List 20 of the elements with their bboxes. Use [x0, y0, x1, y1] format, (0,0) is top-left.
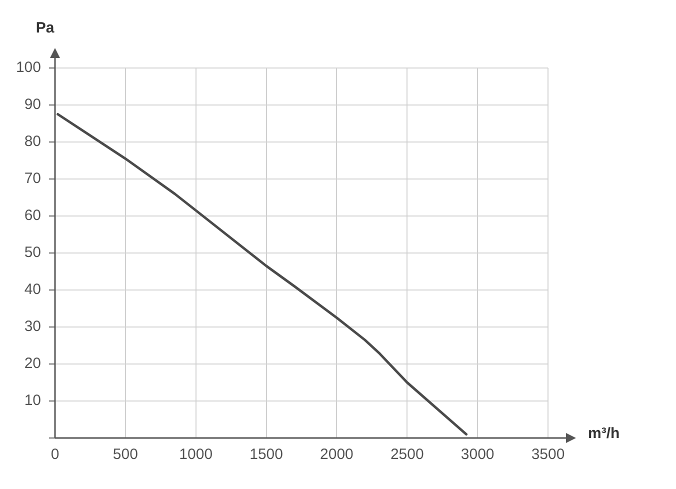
- y-tick-label: 10: [24, 392, 41, 410]
- y-tick-label: 100: [16, 59, 41, 76]
- y-tick-label: 80: [24, 133, 41, 150]
- x-tick-label: 3000: [460, 446, 494, 464]
- y-tick-label: 40: [24, 281, 41, 298]
- x-tick-label: 2500: [390, 446, 424, 464]
- x-tick-label: 500: [112, 446, 138, 464]
- y-tick-label: 50: [24, 244, 41, 262]
- y-tick-label: 60: [24, 207, 41, 224]
- y-tick-label: 20: [24, 355, 41, 372]
- y-axis-title: Pa: [36, 20, 55, 37]
- y-tick-label: 70: [24, 170, 41, 188]
- x-tick-label: 1500: [250, 446, 283, 464]
- x-tick-label: 2000: [320, 446, 354, 464]
- y-tick-label: 30: [24, 318, 41, 336]
- x-tick-label: 1000: [179, 446, 213, 464]
- x-axis-title: m³/h: [588, 425, 620, 442]
- y-tick-label: 90: [24, 96, 41, 114]
- x-tick-label: 0: [50, 446, 60, 464]
- x-tick-label: 3500: [531, 446, 565, 464]
